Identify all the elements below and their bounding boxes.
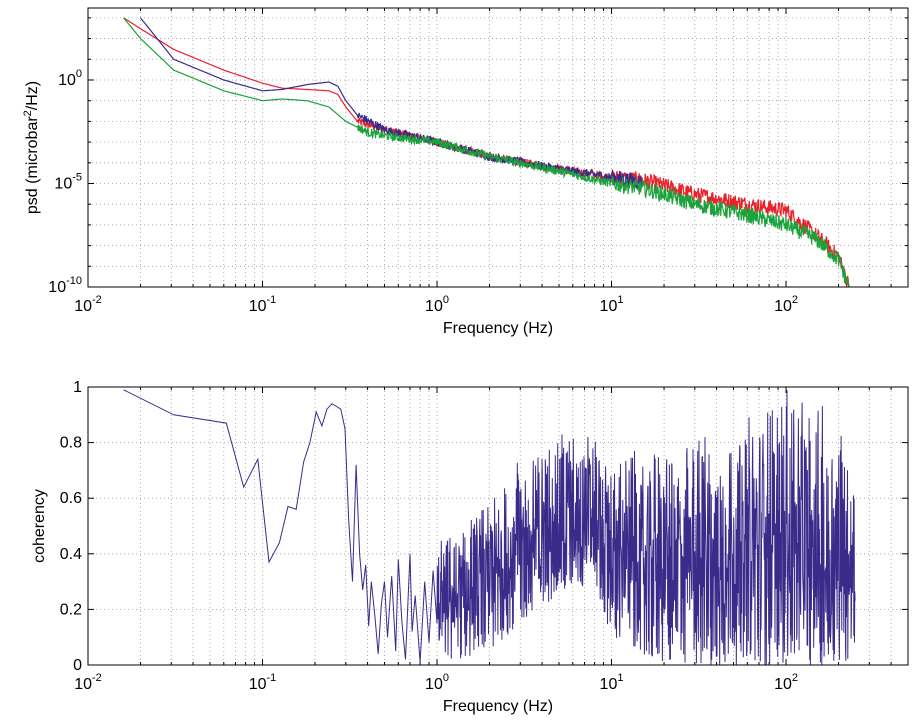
y-tick-label: 1 — [73, 379, 82, 396]
tick-exponent: -1 — [267, 294, 277, 306]
series-line-2 — [140, 17, 643, 191]
series-line-1 — [123, 389, 856, 665]
tick-exponent: -2 — [92, 672, 102, 684]
tick-exponent: 2 — [792, 294, 798, 306]
tick-exponent: 0 — [76, 68, 82, 80]
y-tick-label: 0.6 — [60, 490, 82, 507]
tick-exponent: 1 — [617, 294, 623, 306]
coherency-series-group — [123, 389, 856, 665]
psd-grid — [87, 8, 909, 288]
tick-base: 10 — [600, 298, 618, 315]
x-tick-label: 100 — [425, 672, 449, 693]
tick-base: 10 — [600, 676, 618, 693]
x-tick-label: 10-1 — [249, 294, 277, 315]
coherency-axes-frame — [87, 386, 909, 666]
tick-base: 10 — [249, 676, 267, 693]
tick-exponent: -10 — [66, 275, 82, 287]
tick-base: 10 — [74, 298, 92, 315]
tick-exponent: 0 — [443, 672, 449, 684]
y-tick-label: 0 — [73, 657, 82, 674]
x-tick-label: 102 — [774, 294, 798, 315]
psd-y-label-pre: psd (microbar — [24, 116, 41, 214]
tick-base: 10 — [48, 279, 66, 296]
x-tick-label: 101 — [600, 294, 624, 315]
x-tick-label: 10-2 — [74, 672, 102, 693]
psd-y-axis-label: psd (microbar2/Hz) — [22, 81, 41, 214]
tick-exponent: -5 — [72, 171, 82, 183]
psd-series-group — [123, 17, 850, 287]
tick-base: 10 — [54, 175, 72, 192]
tick-exponent: 2 — [792, 672, 798, 684]
tick-exponent: -1 — [267, 672, 277, 684]
tick-base: 10 — [58, 72, 76, 89]
y-tick-label: 0.2 — [60, 601, 82, 618]
x-tick-label: 100 — [425, 294, 449, 315]
psd-x-axis-label: Frequency (Hz) — [443, 320, 553, 337]
tick-base: 10 — [74, 676, 92, 693]
y-tick-label: 0.8 — [60, 435, 82, 452]
series-line-3 — [123, 17, 850, 287]
tick-base: 10 — [425, 676, 443, 693]
tick-base: 10 — [774, 676, 792, 693]
coherency-y-axis-label: coherency — [31, 489, 48, 563]
y-tick-label: 10-5 — [54, 171, 82, 192]
x-tick-label: 102 — [774, 672, 798, 693]
tick-base: 10 — [774, 298, 792, 315]
tick-exponent: 1 — [617, 672, 623, 684]
x-tick-label: 101 — [600, 672, 624, 693]
y-tick-label: 10-10 — [48, 275, 82, 296]
tick-exponent: -2 — [92, 294, 102, 306]
tick-exponent: 0 — [443, 294, 449, 306]
tick-base: 10 — [249, 298, 267, 315]
tick-base: 10 — [425, 298, 443, 315]
x-tick-label: 10-1 — [249, 672, 277, 693]
psd-y-label-post: /Hz) — [24, 81, 41, 110]
x-tick-label: 10-2 — [74, 294, 102, 315]
coherency-x-axis-label: Frequency (Hz) — [443, 698, 553, 715]
y-tick-label: 0.4 — [60, 546, 82, 563]
psd-y-label-sup: 2 — [22, 110, 34, 116]
psd-axes-frame — [87, 7, 909, 288]
y-tick-label: 100 — [58, 68, 82, 89]
